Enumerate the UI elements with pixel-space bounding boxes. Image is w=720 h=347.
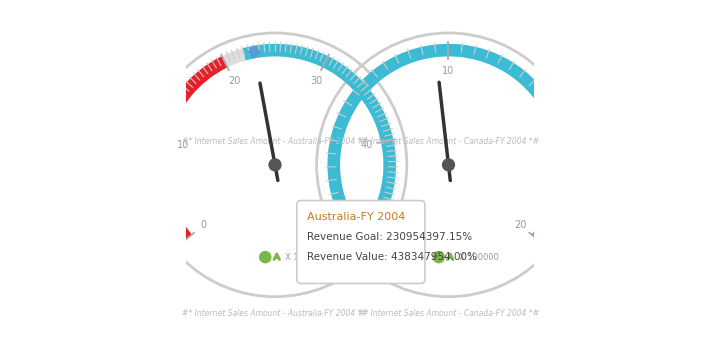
- Circle shape: [433, 252, 444, 263]
- Polygon shape: [248, 46, 260, 58]
- Text: Revenue Goal: 230954397.15%: Revenue Goal: 230954397.15%: [307, 232, 472, 242]
- Text: 20: 20: [514, 220, 526, 230]
- Text: 50: 50: [341, 220, 353, 230]
- Text: 10: 10: [177, 140, 189, 150]
- FancyBboxPatch shape: [297, 201, 425, 283]
- Circle shape: [147, 37, 403, 293]
- Text: 0: 0: [374, 220, 380, 230]
- Text: Revenue Value: 438347954.00%: Revenue Value: 438347954.00%: [307, 252, 477, 262]
- Circle shape: [260, 252, 271, 263]
- Text: 40: 40: [361, 140, 373, 150]
- Text: #* Internet Sales Amount - Canada-FY 2004 *#: #* Internet Sales Amount - Canada-FY 200…: [358, 137, 539, 146]
- Circle shape: [443, 159, 454, 171]
- Circle shape: [320, 37, 577, 293]
- Text: 10: 10: [442, 66, 454, 76]
- Text: #* Internet Sales Amount - Australia-FY 2004 *#: #* Internet Sales Amount - Australia-FY …: [182, 309, 368, 318]
- Text: X 100000: X 100000: [285, 253, 325, 262]
- Text: 30: 30: [310, 76, 322, 86]
- Text: 20: 20: [228, 76, 240, 86]
- Circle shape: [269, 159, 281, 171]
- Text: X 100000: X 100000: [459, 253, 499, 262]
- Text: #* Internet Sales Amount - Canada-FY 2004 *#: #* Internet Sales Amount - Canada-FY 200…: [358, 309, 539, 318]
- Text: Australia-FY 2004: Australia-FY 2004: [307, 212, 405, 222]
- Text: 0: 0: [200, 220, 207, 230]
- Text: #* Internet Sales Amount - Australia-FY 2004 *#: #* Internet Sales Amount - Australia-FY …: [182, 137, 368, 146]
